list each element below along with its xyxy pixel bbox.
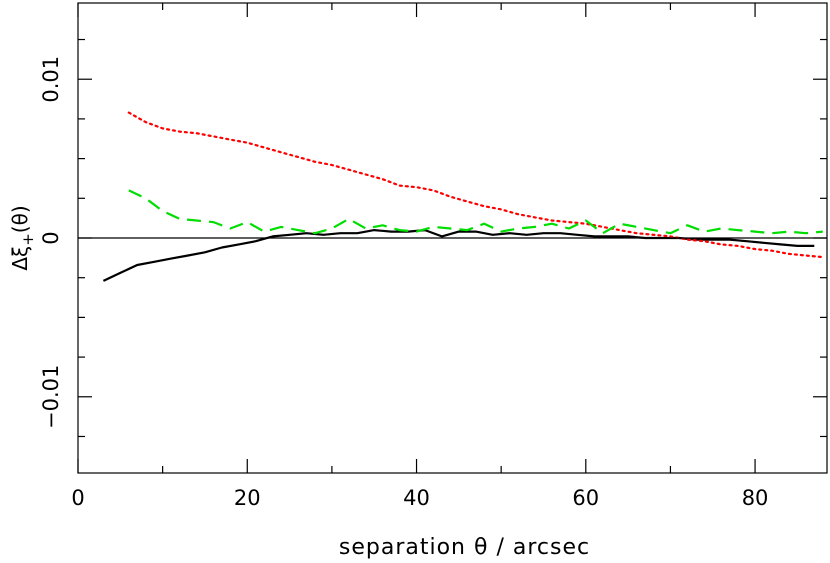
x-tick-label: 60 bbox=[572, 486, 599, 510]
x-tick-label: 80 bbox=[742, 486, 769, 510]
ticks-layer bbox=[77, 3, 827, 473]
x-axis-label: separation θ / arcsec bbox=[339, 535, 590, 560]
y-tick-label: −0.01 bbox=[39, 365, 63, 429]
x-tick-label: 0 bbox=[71, 486, 84, 510]
y-axis-label: Δξ+(θ) bbox=[8, 205, 37, 270]
series-line-dashed bbox=[128, 189, 823, 235]
plot-frame bbox=[77, 2, 828, 474]
x-tick-label: 40 bbox=[403, 486, 430, 510]
x-tick-label: 20 bbox=[234, 486, 261, 510]
y-tick-label: 0.01 bbox=[39, 56, 63, 103]
series-line-dotted bbox=[127, 111, 824, 259]
y-tick-label: 0 bbox=[39, 231, 63, 244]
series-layer bbox=[102, 111, 824, 282]
y-axis-label-text: Δξ+(θ) bbox=[8, 205, 37, 270]
tick-labels: 0 20 40 60 80 −0.01 0 0.01 bbox=[39, 56, 768, 510]
